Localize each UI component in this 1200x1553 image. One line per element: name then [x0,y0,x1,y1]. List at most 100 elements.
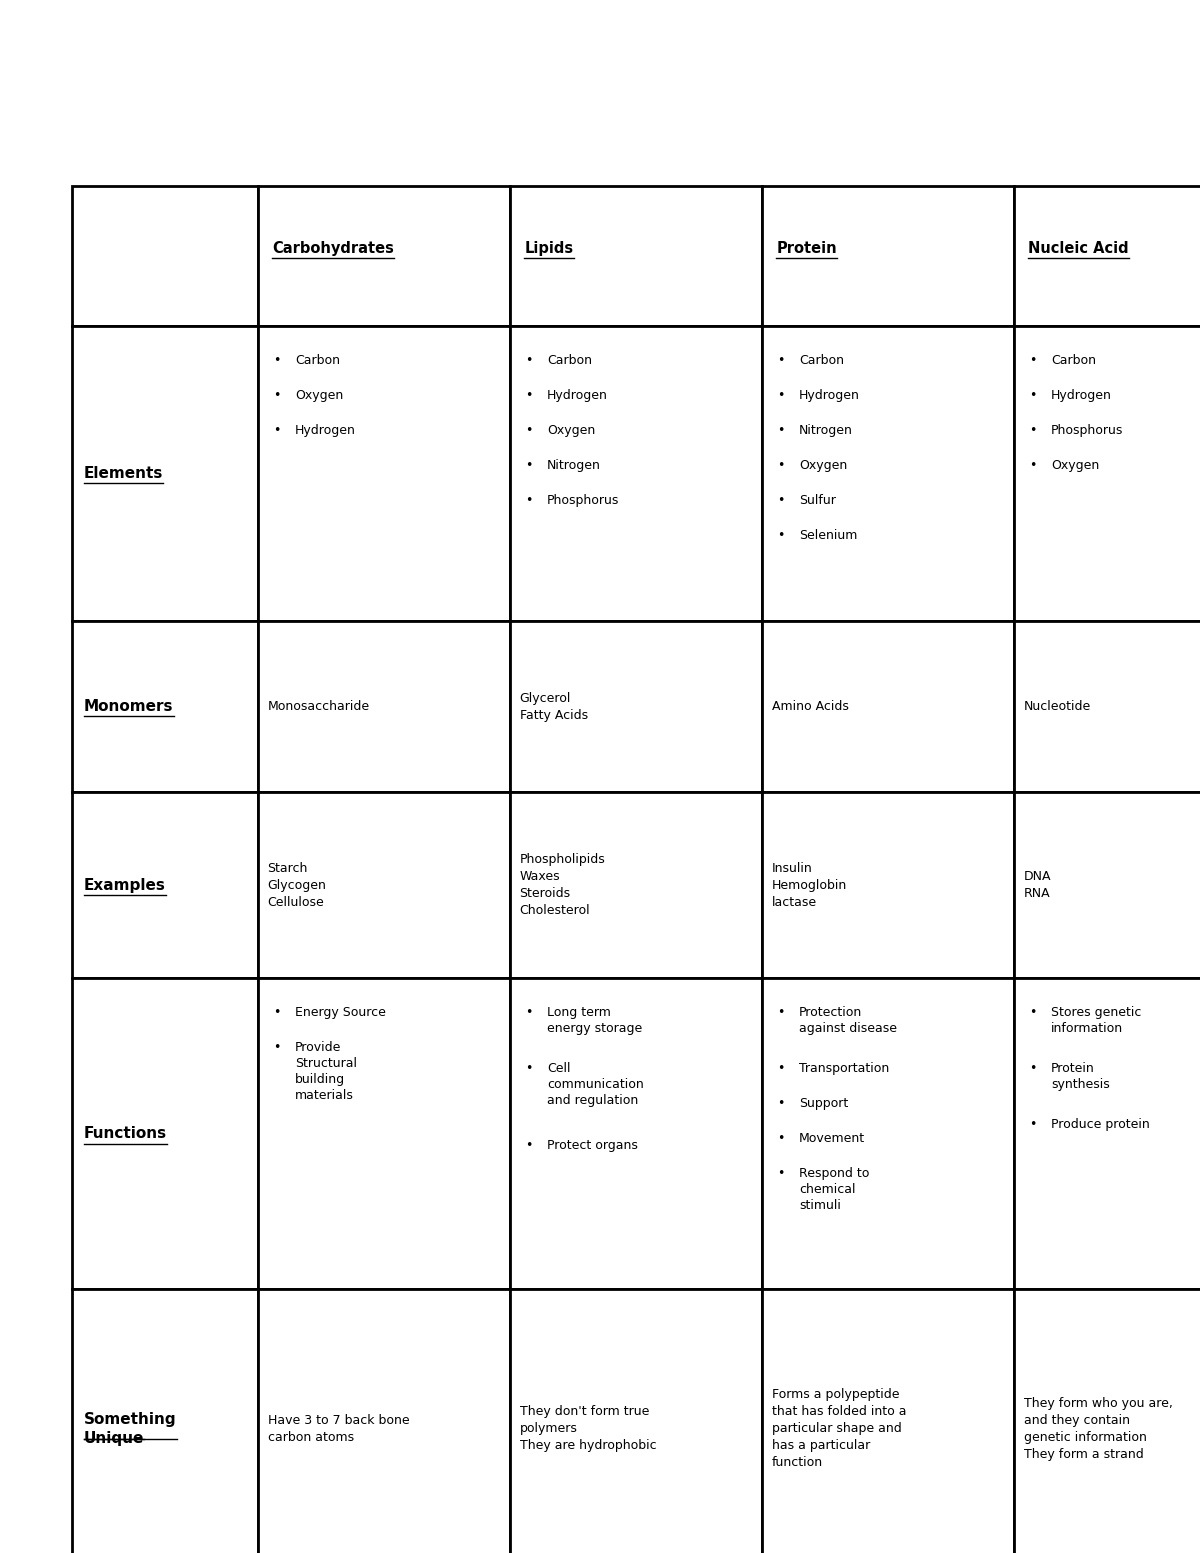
Text: Cell
communication
and regulation: Cell communication and regulation [547,1062,644,1107]
Text: •: • [1030,1062,1037,1075]
Text: Protein
synthesis: Protein synthesis [1051,1062,1110,1092]
Text: Carbon: Carbon [799,354,845,367]
Text: •: • [274,1041,281,1054]
Bar [1014,621,1200,792]
Bar [72,621,258,792]
Text: Carbohydrates: Carbohydrates [272,241,395,256]
Text: DNA
RNA: DNA RNA [1024,870,1051,901]
Bar [762,186,1014,326]
Text: •: • [274,1006,281,1019]
Text: •: • [274,388,281,402]
Text: •: • [1030,388,1037,402]
Bar [510,186,762,326]
Text: Nitrogen: Nitrogen [547,458,601,472]
Text: Produce protein: Produce protein [1051,1118,1150,1131]
Text: Phospholipids
Waxes
Steroids
Cholesterol: Phospholipids Waxes Steroids Cholesterol [520,853,605,918]
Text: They form who you are,
and they contain
genetic information
They form a strand: They form who you are, and they contain … [1024,1396,1172,1461]
Text: Transportation: Transportation [799,1062,889,1075]
Text: Long term
energy storage: Long term energy storage [547,1006,642,1036]
Bar [510,792,762,978]
Bar [762,1289,1014,1553]
Text: Stores genetic
information: Stores genetic information [1051,1006,1141,1036]
Text: Hydrogen: Hydrogen [547,388,608,402]
Text: •: • [778,388,785,402]
Text: Insulin
Hemoglobin
lactase: Insulin Hemoglobin lactase [772,862,847,909]
Text: Movement: Movement [799,1132,865,1145]
Text: Examples: Examples [84,877,166,893]
Text: •: • [778,424,785,436]
Text: Nucleic Acid: Nucleic Acid [1028,241,1129,256]
Text: Protein: Protein [776,241,838,256]
Bar [510,621,762,792]
Text: •: • [1030,1118,1037,1131]
Text: Hydrogen: Hydrogen [295,424,356,436]
Bar [762,326,1014,621]
Text: •: • [526,1138,533,1152]
Text: •: • [274,424,281,436]
Text: •: • [778,354,785,367]
Text: •: • [778,1006,785,1019]
Bar [762,621,1014,792]
Bar [72,186,258,326]
Bar [1014,792,1200,978]
Text: Sulfur: Sulfur [799,494,836,506]
Text: •: • [778,1096,785,1110]
Text: Carbon: Carbon [295,354,341,367]
Text: Carbon: Carbon [547,354,593,367]
Text: Glycerol
Fatty Acids: Glycerol Fatty Acids [520,691,588,722]
Text: •: • [526,424,533,436]
Text: Forms a polypeptide
that has folded into a
particular shape and
has a particular: Forms a polypeptide that has folded into… [772,1388,906,1469]
Text: Have 3 to 7 back bone
carbon atoms: Have 3 to 7 back bone carbon atoms [268,1413,409,1444]
Bar [72,978,258,1289]
Bar [762,978,1014,1289]
Text: Starch
Glycogen
Cellulose: Starch Glycogen Cellulose [268,862,326,909]
Text: Amino Acids: Amino Acids [772,700,848,713]
Bar [258,978,510,1289]
Text: They don't form true
polymers
They are hydrophobic: They don't form true polymers They are h… [520,1405,656,1452]
Text: Energy Source: Energy Source [295,1006,386,1019]
Text: Phosphorus: Phosphorus [547,494,619,506]
Bar [510,326,762,621]
Bar [258,621,510,792]
Bar [258,326,510,621]
Text: Nucleotide: Nucleotide [1024,700,1091,713]
Text: •: • [1030,354,1037,367]
Text: Oxygen: Oxygen [1051,458,1099,472]
Text: Monosaccharide: Monosaccharide [268,700,370,713]
Bar [1014,186,1200,326]
Bar [258,186,510,326]
Text: Nitrogen: Nitrogen [799,424,853,436]
Text: •: • [778,494,785,506]
Text: Monomers: Monomers [84,699,174,714]
Text: •: • [778,1132,785,1145]
Text: •: • [1030,1006,1037,1019]
Text: Respond to
chemical
stimuli: Respond to chemical stimuli [799,1168,870,1211]
Bar [1014,1289,1200,1553]
Bar [258,1289,510,1553]
Text: •: • [274,354,281,367]
Bar [510,978,762,1289]
Bar [72,792,258,978]
Text: •: • [1030,424,1037,436]
Text: Protect organs: Protect organs [547,1138,638,1152]
Text: •: • [526,458,533,472]
Text: Carbon: Carbon [1051,354,1097,367]
Text: •: • [1030,458,1037,472]
Text: Lipids: Lipids [524,241,574,256]
Text: •: • [526,388,533,402]
Text: Protection
against disease: Protection against disease [799,1006,898,1036]
Text: Provide
Structural
building
materials: Provide Structural building materials [295,1041,358,1103]
Bar [72,1289,258,1553]
Bar [510,1289,762,1553]
Text: •: • [778,458,785,472]
Text: Phosphorus: Phosphorus [1051,424,1123,436]
Bar [762,792,1014,978]
Text: •: • [526,494,533,506]
Text: •: • [526,1006,533,1019]
Text: Hydrogen: Hydrogen [1051,388,1112,402]
Text: Hydrogen: Hydrogen [799,388,860,402]
Bar [1014,978,1200,1289]
Bar [258,792,510,978]
Bar [72,326,258,621]
Text: Oxygen: Oxygen [547,424,595,436]
